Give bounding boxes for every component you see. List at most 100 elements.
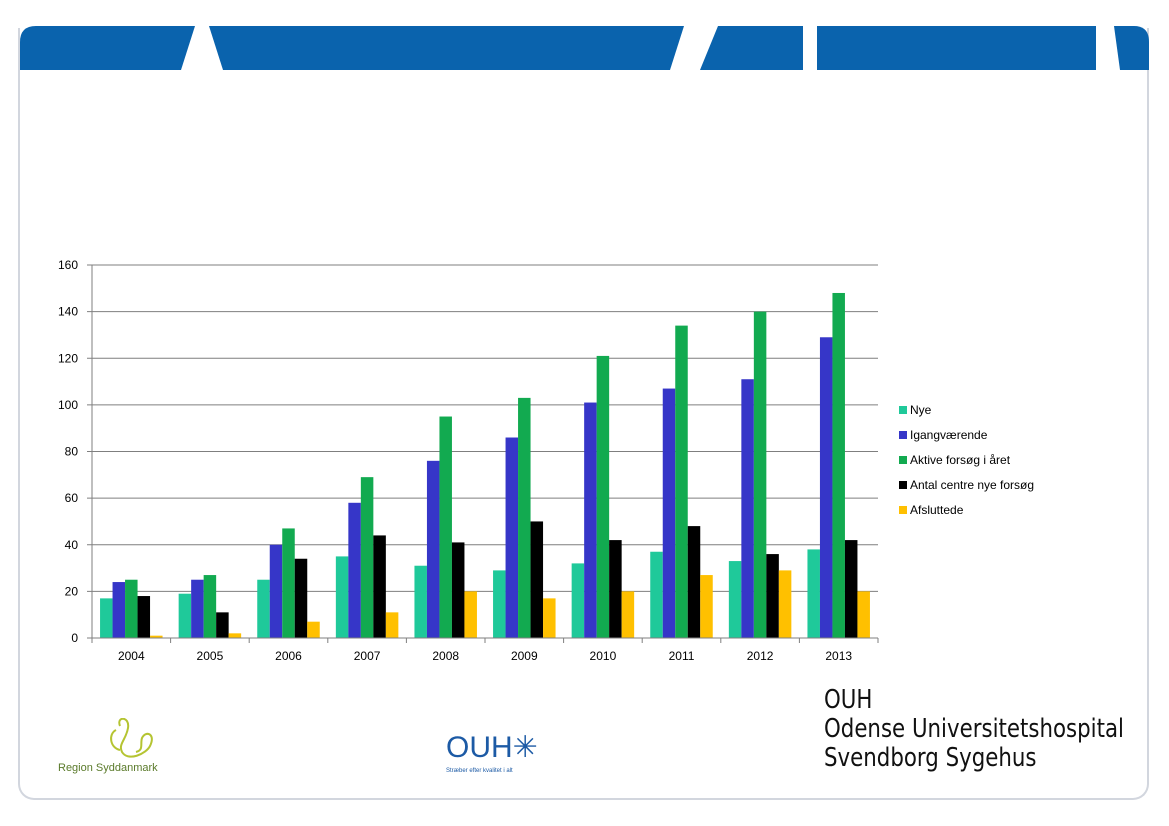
x-tick-label: 2005: [197, 649, 224, 663]
x-tick-label: 2009: [511, 649, 538, 663]
bar-2006-2: [282, 528, 295, 638]
x-tick-label: 2011: [669, 649, 695, 663]
legend-label: Aktive forsøg i året: [910, 453, 1011, 467]
ouh-logo-text: OUH: [446, 731, 513, 764]
bar-2006-1: [269, 544, 283, 638]
y-tick-labels: 0 20 40 60 80 100 120 140 160: [58, 258, 78, 645]
y-tick-label: 160: [58, 258, 78, 272]
bar-2012-0: [728, 561, 742, 638]
bar-2011-1: [662, 388, 676, 638]
region-logo-text: Region Syddanmark: [58, 762, 158, 774]
bar-2009-4: [543, 598, 556, 638]
bar-2011-2: [675, 325, 688, 638]
bar-2004-4: [150, 635, 163, 638]
bar-2006-0: [257, 579, 270, 638]
bar-2011-0: [650, 551, 663, 638]
y-tick-label: 40: [65, 538, 79, 552]
legend-swatch: [899, 506, 907, 514]
bar-2011-4: [700, 575, 713, 638]
bar-2010-0: [571, 563, 585, 638]
bar-2012-3: [766, 554, 779, 638]
bar-2010-4: [621, 591, 635, 638]
y-tick-label: 120: [58, 351, 78, 365]
x-tick-label: 2010: [590, 649, 617, 663]
bar-2008-1: [426, 460, 440, 638]
bar-2010-2: [596, 355, 610, 638]
bar-2004-3: [137, 596, 151, 638]
legend: Nye Igangværende Aktive forsøg i året Antal…: [899, 403, 1034, 517]
bar-2009-3: [530, 521, 544, 638]
bar-2005-2: [203, 575, 217, 638]
bar-2008-0: [414, 565, 427, 638]
y-tick-label: 0: [71, 631, 78, 645]
bar-2005-0: [178, 593, 192, 638]
bar-2008-4: [464, 591, 477, 638]
y-tick-label: 80: [65, 445, 79, 459]
bar-2004-1: [112, 582, 126, 638]
bar-2012-2: [753, 311, 767, 638]
bar-2007-2: [360, 477, 374, 638]
bars: [100, 292, 870, 638]
legend-swatch: [899, 456, 907, 464]
bar-2012-1: [741, 379, 754, 638]
hospital-name-line-2: Odense Universitetshospital: [824, 714, 1124, 744]
hospital-name-line-3: Svendborg Sygehus: [824, 743, 1037, 773]
bar-2005-1: [191, 579, 204, 638]
legend-label: Antal centre nye forsøg: [910, 478, 1034, 492]
legend-swatch: [899, 481, 907, 489]
bar-2007-3: [373, 535, 386, 638]
legend-swatch: [899, 406, 907, 414]
x-tick-label: 2007: [354, 649, 381, 663]
bar-2013-4: [857, 591, 870, 638]
x-tick-label: 2004: [118, 649, 145, 663]
legend-label: Afsluttede: [910, 503, 964, 517]
bar-2013-0: [807, 549, 820, 638]
bar-2008-3: [451, 542, 465, 638]
header-segment-3: [700, 26, 803, 70]
bar-2009-2: [518, 397, 531, 638]
bar-2013-1: [819, 337, 833, 638]
bar-2005-4: [228, 633, 242, 638]
x-tick-label: 2008: [432, 649, 459, 663]
x-tick-labels: 2004 2005 2006 2007 2008 2009 2010 2011 2012 2013: [118, 649, 852, 663]
bar-2013-3: [844, 540, 858, 638]
x-tick-label: 2013: [825, 649, 852, 663]
bar-2007-0: [335, 556, 349, 638]
header-segment-2: [209, 26, 684, 70]
legend-swatch: [899, 431, 907, 439]
star-icon: ✳: [512, 731, 538, 764]
bar-2007-4: [385, 612, 399, 638]
bar-2010-3: [609, 540, 622, 638]
y-tick-label: 60: [65, 491, 79, 505]
y-tick-label: 20: [65, 584, 79, 598]
bar-2013-2: [832, 292, 845, 638]
x-tick-label: 2006: [275, 649, 302, 663]
bar-2005-3: [216, 612, 229, 638]
x-tick-label: 2012: [747, 649, 774, 663]
y-tick-label: 140: [58, 305, 78, 319]
bar-2012-4: [778, 570, 792, 638]
bar-2009-1: [505, 437, 519, 638]
bar-2008-2: [439, 416, 452, 638]
header-segment-4: [817, 26, 1096, 70]
bar-2009-0: [493, 570, 506, 638]
bar-2004-2: [125, 579, 138, 638]
bar-2007-1: [348, 502, 361, 638]
header-segment-5: [1114, 26, 1149, 70]
hospital-name: OUH Odense Universitetshospital Svendbor…: [824, 686, 1124, 773]
bar-2011-3: [687, 526, 701, 638]
legend-label: Igangværende: [910, 428, 988, 442]
y-tick-label: 100: [58, 398, 78, 412]
slide-frame: [18, 28, 1149, 800]
bar-2010-1: [584, 402, 597, 638]
hospital-name-line-1: OUH: [824, 685, 873, 715]
axes: [87, 264, 879, 643]
ouh-tagline: Stræber efter kvalitet i alt: [446, 768, 513, 774]
ouh-logo: OUH✳: [446, 730, 538, 765]
header-segment-1: [20, 26, 195, 70]
bar-2006-3: [294, 558, 308, 638]
header-band: [20, 26, 1149, 70]
legend-label: Nye: [910, 403, 932, 417]
region-syddanmark-logo-icon: [110, 718, 153, 758]
